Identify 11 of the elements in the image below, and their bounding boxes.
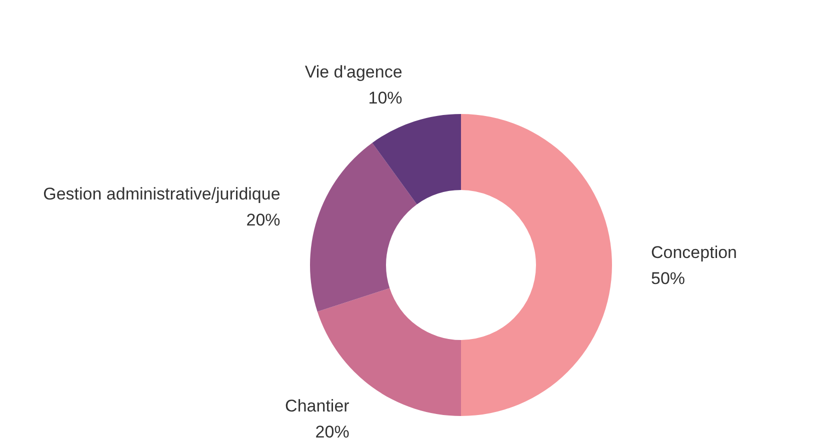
- slice-label: Conception: [651, 243, 738, 262]
- donut-slice: [461, 114, 612, 416]
- slice-label: Chantier: [285, 396, 350, 416]
- donut-slice: [372, 114, 461, 204]
- donut-slice: [310, 142, 417, 312]
- data-label: 50%: [651, 269, 686, 288]
- slice-label: Vie d'agence: [304, 62, 402, 82]
- data-label: 20%: [246, 210, 280, 230]
- data-label: 20%: [315, 422, 350, 442]
- data-label: 10%: [368, 88, 402, 108]
- slice-label: Gestion administrative/juridique: [43, 184, 280, 204]
